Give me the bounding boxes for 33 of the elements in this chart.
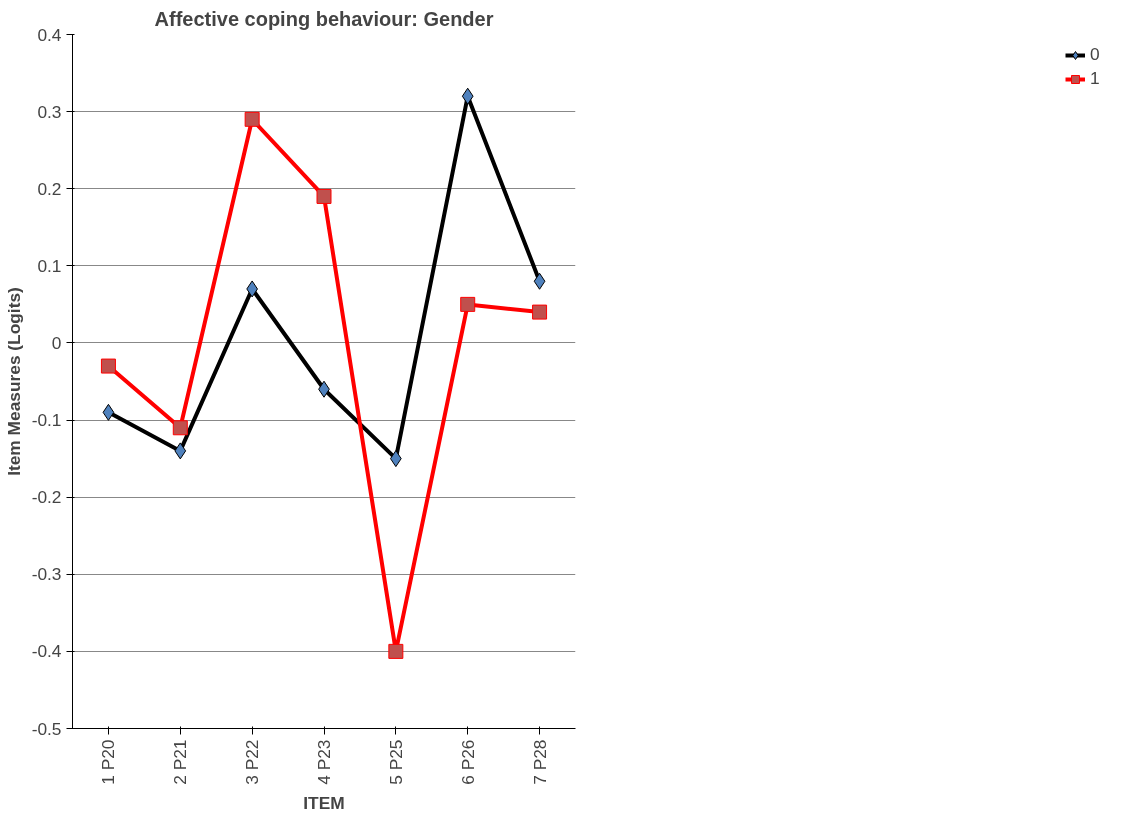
point [172,420,188,436]
x-tick-label: 6 P26 [457,739,478,785]
x-tick-label: 1 P20 [98,739,119,785]
y-tick-label: -0.3 [31,564,62,585]
point [460,296,476,312]
x-tick-label: 2 P21 [170,739,191,785]
legend-label: 1 [1090,68,1101,89]
y-axis-title: Item Measures (Logits) [3,287,24,476]
x-tick-label: 5 P25 [385,739,406,785]
y-tick-label: 0.2 [37,178,62,199]
point [316,188,332,204]
legend-label: 0 [1090,44,1101,65]
point [244,111,260,127]
y-tick-label: 0.1 [37,255,62,276]
x-axis-title: ITEM [303,792,345,813]
point [100,358,116,374]
y-tick-label: -0.4 [31,641,62,662]
x-tick-label: 4 P23 [314,739,334,785]
y-tick-label: -0.2 [31,487,62,508]
point [461,87,474,105]
point [102,403,115,421]
y-tick-label: 0.4 [37,24,62,45]
x-tick-label: 7 P28 [529,739,550,785]
y-tick-label: 0.3 [37,101,62,122]
point [532,304,548,320]
point [174,442,187,460]
x-tick-label: 3 P22 [242,739,263,785]
y-tick-label: -0.1 [31,410,62,431]
y-tick-label: -0.5 [31,718,62,739]
point [533,272,546,290]
chart-title: Affective coping behaviour: Gender [154,7,494,30]
y-tick-label: 0 [51,332,62,353]
point [388,643,404,659]
